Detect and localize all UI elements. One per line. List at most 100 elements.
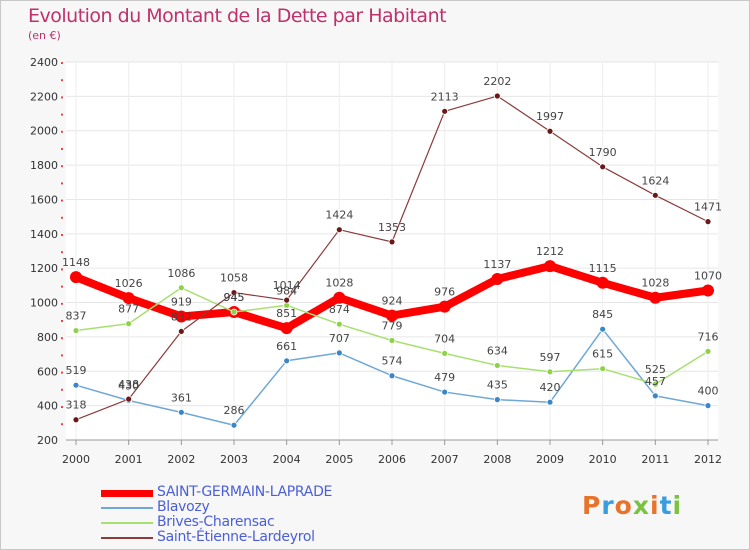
- data-label: 945: [224, 291, 245, 304]
- data-point: [72, 416, 80, 424]
- data-label: 1058: [220, 272, 248, 285]
- chart-subtitle: (en €): [28, 29, 61, 42]
- data-point: [230, 308, 238, 316]
- data-point: [388, 238, 396, 246]
- x-tick-label: 2006: [378, 453, 406, 466]
- y-tick-label: 1800: [30, 159, 58, 172]
- data-label: 1212: [536, 245, 564, 258]
- data-label: 634: [487, 344, 508, 357]
- data-point: [175, 310, 188, 323]
- data-labels: 1148 1026 919 945 851 1028 924 976 1137 1212 1115 1…: [62, 75, 722, 417]
- y-tick-label: 2000: [30, 125, 58, 138]
- proxiti-logo: Proxiti: [582, 491, 682, 520]
- data-label: 924: [382, 295, 403, 308]
- data-label: 2202: [483, 75, 511, 88]
- data-label: 877: [118, 303, 139, 316]
- legend-label: Brives-Charensac: [157, 514, 275, 530]
- data-point: [388, 372, 396, 380]
- data-label: 984: [276, 284, 297, 297]
- data-label: 597: [540, 351, 561, 364]
- data-label: 519: [66, 364, 87, 377]
- data-point: [335, 349, 343, 357]
- y-tick-label: 1600: [30, 193, 58, 206]
- axes: 200 400 600 800 1000 1200 1400 1600 1800 2000 2200…: [30, 56, 722, 466]
- y-tick-label: 2200: [30, 90, 58, 103]
- data-point: [596, 276, 609, 289]
- data-point: [283, 357, 291, 365]
- data-label: 1026: [115, 277, 143, 290]
- x-tick-label: 2004: [273, 453, 301, 466]
- data-label: 1137: [483, 258, 511, 271]
- data-point: [651, 392, 659, 400]
- data-point: [70, 271, 82, 284]
- data-label: 976: [434, 286, 455, 299]
- data-label: 661: [276, 340, 297, 353]
- data-label: 1070: [694, 270, 722, 283]
- data-label: 479: [434, 371, 455, 384]
- data-label: 574: [382, 355, 403, 368]
- data-label: 1424: [325, 209, 353, 222]
- data-point: [283, 296, 291, 304]
- data-label: 400: [698, 385, 719, 398]
- data-label: 832: [171, 310, 192, 323]
- data-label: 874: [329, 303, 350, 316]
- data-point: [335, 226, 343, 234]
- data-point: [599, 325, 607, 333]
- x-tick-label: 2002: [167, 453, 195, 466]
- data-point: [333, 291, 346, 304]
- data-label: 1790: [589, 146, 617, 159]
- data-label: 435: [487, 379, 508, 392]
- data-label: 1624: [641, 174, 669, 187]
- data-label: 457: [645, 375, 666, 388]
- data-point: [546, 368, 554, 376]
- data-label: 318: [66, 399, 87, 412]
- series-lines: [70, 92, 714, 429]
- data-label: 837: [66, 310, 87, 323]
- data-point: [388, 337, 396, 344]
- logo-letter: i: [650, 491, 660, 520]
- legend-label: Blavozy: [157, 499, 210, 515]
- data-point: [651, 380, 659, 388]
- x-tick-label: 2003: [220, 453, 248, 466]
- data-point: [177, 284, 185, 292]
- data-point: [704, 402, 712, 410]
- data-label: 438: [118, 378, 139, 391]
- data-label: 1028: [325, 277, 353, 290]
- x-tick-label: 2012: [694, 453, 722, 466]
- y-tick-label: 2400: [30, 56, 58, 69]
- data-point: [704, 218, 712, 226]
- data-label: 1353: [378, 221, 406, 234]
- y-tick-label: 1400: [30, 228, 58, 241]
- data-label: 1028: [641, 277, 669, 290]
- data-point: [651, 191, 659, 199]
- y-tick-label: 200: [37, 434, 58, 447]
- data-point: [122, 292, 135, 305]
- data-label: 1014: [273, 279, 301, 292]
- x-tick-label: 2000: [62, 453, 90, 466]
- data-label: 1115: [589, 262, 617, 275]
- y-tick-label: 1000: [30, 297, 58, 310]
- data-label: 361: [171, 391, 192, 404]
- y-tick-label: 600: [37, 365, 58, 378]
- data-label: 1997: [536, 110, 564, 123]
- data-point: [438, 300, 451, 313]
- data-label: 779: [382, 320, 403, 333]
- data-point: [546, 398, 554, 406]
- legend-label: SAINT-GERMAIN-LAPRADE: [157, 484, 333, 500]
- grid: [66, 61, 718, 441]
- data-point: [125, 395, 133, 403]
- data-label: 716: [698, 330, 719, 343]
- data-point: [441, 107, 449, 115]
- data-point: [230, 421, 238, 429]
- data-point: [546, 127, 554, 135]
- data-point: [335, 320, 343, 328]
- data-label: 430: [118, 379, 139, 392]
- data-point: [491, 273, 504, 286]
- data-label: 2113: [431, 90, 459, 103]
- x-tick-label: 2007: [431, 453, 459, 466]
- x-tick-label: 2010: [589, 453, 617, 466]
- data-point: [493, 92, 501, 100]
- data-point: [125, 320, 133, 328]
- data-label: 1471: [694, 201, 722, 214]
- data-label: 615: [592, 348, 613, 361]
